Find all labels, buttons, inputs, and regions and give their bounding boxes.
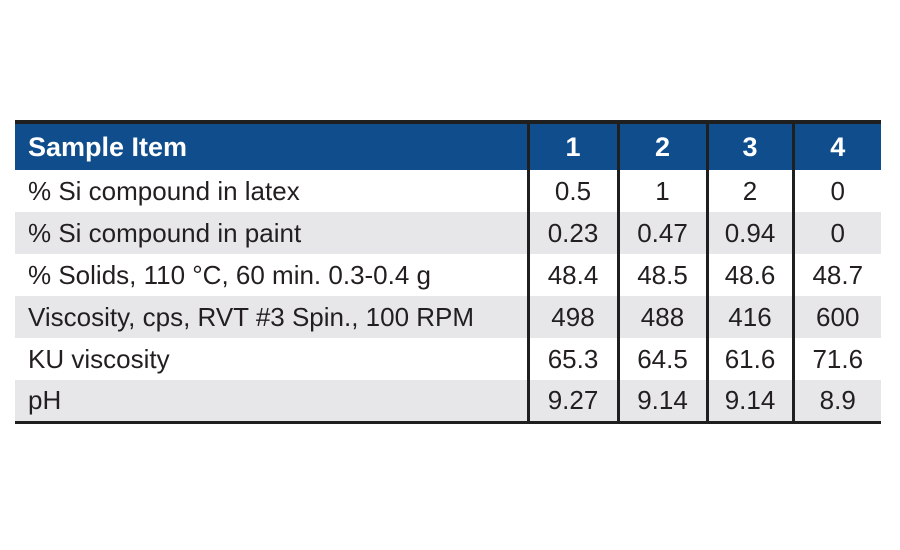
cell-value: 9.14	[705, 380, 793, 422]
header-sample-item: Sample Item	[28, 131, 188, 162]
sample-properties-table: Sample Item 1 2 3 4 % Si compound in lat…	[15, 120, 881, 424]
table-row: % Si compound in latex 0.5 1 2 0	[15, 170, 881, 212]
cell-value: 48.4	[526, 254, 618, 296]
cell-value: 0	[791, 170, 881, 212]
table-row: % Si compound in paint 0.23 0.47 0.94 0	[15, 212, 881, 254]
cell-value: 48.5	[616, 254, 707, 296]
cell-value: 0	[791, 212, 881, 254]
header-col-1: 1	[526, 122, 618, 170]
cell-value: 0.23	[526, 212, 618, 254]
cell-value: 2	[705, 170, 793, 212]
row-label: % Solids, 110 °C, 60 min. 0.3-0.4 g	[28, 259, 432, 290]
cell-value: 488	[616, 296, 707, 338]
cell-value: 71.6	[791, 338, 881, 380]
cell-value: 9.27	[526, 380, 618, 422]
cell-value: 64.5	[616, 338, 707, 380]
table-row: pH 9.27 9.14 9.14 8.9	[15, 380, 881, 422]
cell-value: 9.14	[616, 380, 707, 422]
cell-value: 0.5	[526, 170, 618, 212]
cell-value: 48.7	[791, 254, 881, 296]
table-header-row: Sample Item 1 2 3 4	[15, 122, 881, 170]
cell-value: 416	[705, 296, 793, 338]
header-col-2: 2	[616, 122, 707, 170]
cell-value: 48.6	[705, 254, 793, 296]
row-label: pH	[28, 384, 62, 415]
cell-value: 61.6	[705, 338, 793, 380]
cell-value: 0.47	[616, 212, 707, 254]
cell-value: 1	[616, 170, 707, 212]
cell-value: 8.9	[791, 380, 881, 422]
cell-value: 600	[791, 296, 881, 338]
table-row: Viscosity, cps, RVT #3 Spin., 100 RPM 49…	[15, 296, 881, 338]
header-col-3: 3	[705, 122, 793, 170]
table-row: % Solids, 110 °C, 60 min. 0.3-0.4 g 48.4…	[15, 254, 881, 296]
header-col-4: 4	[791, 122, 881, 170]
table-row: KU viscosity 65.3 64.5 61.6 71.6	[15, 338, 881, 380]
row-label: % Si compound in paint	[28, 217, 302, 248]
row-label: % Si compound in latex	[28, 175, 300, 206]
row-label: KU viscosity	[28, 343, 170, 374]
cell-value: 498	[526, 296, 618, 338]
cell-value: 0.94	[705, 212, 793, 254]
cell-value: 65.3	[526, 338, 618, 380]
row-label: Viscosity, cps, RVT #3 Spin., 100 RPM	[28, 301, 475, 332]
